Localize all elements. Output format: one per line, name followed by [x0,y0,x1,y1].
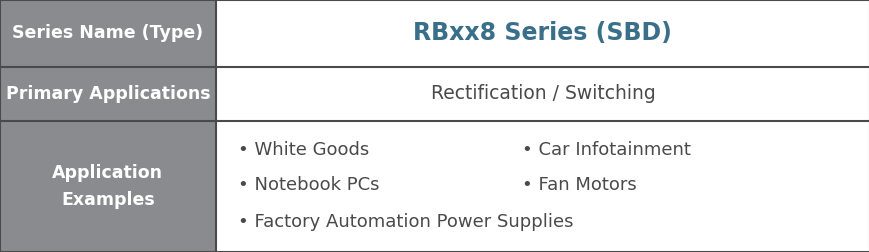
Text: • Car Infotainment: • Car Infotainment [521,141,690,159]
Bar [0,67,216,121]
Text: RBxx8 Series (SBD): RBxx8 Series (SBD) [413,21,672,45]
Bar [216,121,869,252]
Text: Primary Applications: Primary Applications [5,85,210,103]
Text: Series Name (Type): Series Name (Type) [12,24,203,42]
Bar [216,67,869,121]
Text: • White Goods: • White Goods [237,141,368,159]
Text: Application
Examples: Application Examples [52,164,163,209]
Text: Rectification / Switching: Rectification / Switching [430,84,654,103]
Bar [216,0,869,67]
Bar [0,0,216,67]
Bar [0,121,216,252]
Text: • Factory Automation Power Supplies: • Factory Automation Power Supplies [237,213,573,231]
Text: • Fan Motors: • Fan Motors [521,176,636,194]
Text: • Notebook PCs: • Notebook PCs [237,176,379,194]
